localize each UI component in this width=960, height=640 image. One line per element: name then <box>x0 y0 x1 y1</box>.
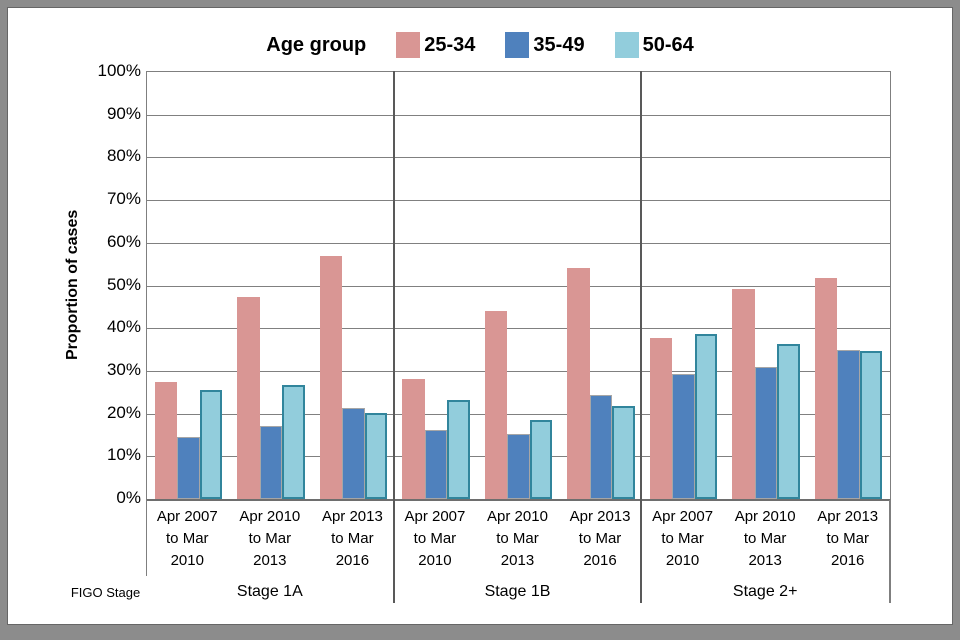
y-tick-label: 100% <box>97 61 141 80</box>
y-tick-label: 0% <box>116 488 141 507</box>
stage-label: Stage 1B <box>484 583 551 600</box>
gridline <box>147 328 890 330</box>
bar-25-34 <box>237 297 260 499</box>
legend-label-50-64: 50-64 <box>642 33 694 56</box>
bar-50-64 <box>777 344 800 499</box>
x-period-label: Apr 2007 to Mar 2010 <box>404 508 466 569</box>
x-period-label: Apr 2007 to Mar 2010 <box>156 508 218 569</box>
legend-item-50-64: 50-64 <box>614 32 694 58</box>
legend-swatch-50-64 <box>614 32 639 58</box>
y-tick-label: 60% <box>106 231 141 251</box>
legend-label-35-49: 35-49 <box>533 33 585 56</box>
legend-swatch-35-49 <box>505 32 530 58</box>
y-tick-label: 70% <box>106 189 141 209</box>
bar-50-64 <box>282 385 305 499</box>
bar-35-49 <box>259 426 283 499</box>
y-tick-label: 30% <box>106 359 141 379</box>
bar-50-64 <box>859 351 883 499</box>
y-tick-label: 50% <box>106 274 141 294</box>
x-period-label: Apr 2013 to Mar 2016 <box>817 508 879 569</box>
bar-50-64 <box>364 413 388 499</box>
legend-label-25-34: 25-34 <box>424 33 476 56</box>
x-period-label: Apr 2013 to Mar 2016 <box>569 508 631 569</box>
bar-50-64 <box>612 405 635 499</box>
x-period-label: Apr 2010 to Mar 2013 <box>734 508 796 569</box>
plot-area <box>146 71 891 501</box>
bar-25-34 <box>319 255 343 499</box>
y-tick-label: 80% <box>106 146 141 166</box>
bar-35-49 <box>837 350 860 499</box>
bar-25-34 <box>567 268 590 499</box>
gridline <box>147 114 890 116</box>
legend-item-25-34: 25-34 <box>396 32 475 58</box>
gridline <box>147 157 890 159</box>
bar-25-34 <box>649 337 673 499</box>
bar-50-64 <box>199 390 223 499</box>
bar-35-49 <box>672 374 695 499</box>
bar-25-34 <box>814 277 838 499</box>
y-tick-label: 10% <box>106 445 141 465</box>
gridline <box>147 285 890 287</box>
bar-35-49 <box>177 437 200 499</box>
x-period-labels: Apr 2007 to Mar 2010 Apr 2010 to Mar 2013… <box>146 506 889 578</box>
gridline <box>147 242 890 244</box>
legend: Age group 25-34 35-49 50-64 <box>8 28 952 62</box>
gridline <box>147 413 890 415</box>
y-tick-label: 40% <box>106 317 141 337</box>
bar-35-49 <box>342 408 365 499</box>
bar-25-34 <box>154 381 178 499</box>
gridline <box>147 370 890 372</box>
chart-panel: Age group 25-34 35-49 50-64 Proportion o… <box>7 7 953 625</box>
legend-swatch-25-34 <box>396 32 421 58</box>
legend-item-35-49: 35-49 <box>505 32 585 58</box>
legend-title: Age group <box>266 33 367 56</box>
figo-stage-label: FIGO Stage <box>70 585 141 600</box>
stage-label: Stage 2+ <box>732 583 798 600</box>
bar-25-34 <box>732 288 755 499</box>
bar-50-64 <box>694 333 718 499</box>
y-tick-label: 90% <box>106 103 141 123</box>
bar-50-64 <box>529 419 553 499</box>
y-tick-labels: 100% 90% 80% 70% 60% 50% 40% 30% 20% 10% 0% <box>63 61 141 507</box>
x-period-label: Apr 2007 to Mar 2010 <box>652 508 714 569</box>
y-tick-label: 20% <box>106 402 141 422</box>
x-period-label: Apr 2013 to Mar 2016 <box>321 508 383 569</box>
x-period-label: Apr 2010 to Mar 2013 <box>239 508 301 569</box>
bar-50-64 <box>447 399 470 499</box>
gridline <box>147 200 890 202</box>
x-period-label: Apr 2010 to Mar 2013 <box>487 508 548 569</box>
stage-label: Stage 1A <box>236 583 303 600</box>
bar-35-49 <box>754 366 778 499</box>
axis-edge-line-right <box>889 500 891 603</box>
bar-35-49 <box>424 429 448 499</box>
bar-35-49 <box>507 434 530 499</box>
bar-25-34 <box>402 378 425 499</box>
stage-labels: Stage 1A Stage 1B Stage 2+ <box>146 580 889 608</box>
bar-35-49 <box>589 394 613 499</box>
bar-25-34 <box>484 311 508 499</box>
